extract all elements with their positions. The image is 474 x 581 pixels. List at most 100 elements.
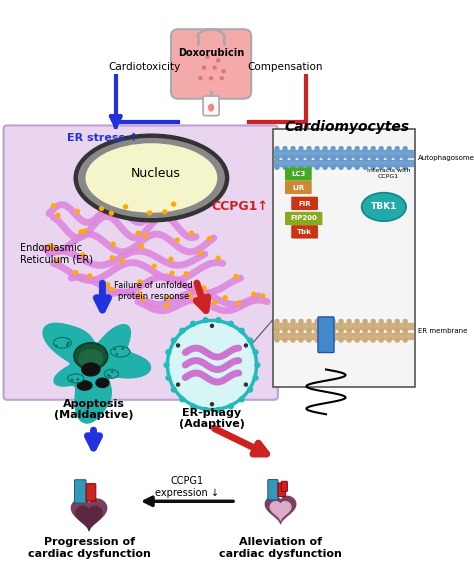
- Circle shape: [244, 382, 248, 387]
- Circle shape: [87, 273, 92, 279]
- Circle shape: [394, 328, 400, 333]
- Circle shape: [167, 321, 256, 410]
- Circle shape: [291, 164, 296, 170]
- FancyBboxPatch shape: [318, 317, 334, 353]
- Circle shape: [386, 156, 392, 161]
- Circle shape: [123, 349, 126, 352]
- Circle shape: [164, 362, 170, 368]
- Circle shape: [346, 164, 352, 170]
- Circle shape: [171, 202, 176, 207]
- Circle shape: [291, 155, 296, 160]
- Text: Failure of unfolded
protein response: Failure of unfolded protein response: [114, 281, 192, 301]
- Circle shape: [274, 338, 280, 343]
- Text: Cardiotoxicity: Cardiotoxicity: [108, 62, 181, 71]
- Circle shape: [363, 164, 368, 170]
- Circle shape: [165, 296, 171, 301]
- Circle shape: [322, 156, 328, 161]
- Circle shape: [298, 146, 304, 151]
- Text: Autophagosome: Autophagosome: [418, 155, 474, 160]
- Circle shape: [338, 146, 344, 151]
- Circle shape: [298, 338, 304, 343]
- Circle shape: [212, 300, 217, 305]
- Ellipse shape: [104, 370, 118, 378]
- Circle shape: [99, 206, 104, 211]
- Circle shape: [283, 319, 288, 324]
- Circle shape: [379, 319, 384, 324]
- Circle shape: [247, 386, 253, 393]
- Circle shape: [215, 317, 221, 323]
- Ellipse shape: [78, 138, 225, 218]
- Text: Tbk: Tbk: [297, 229, 312, 235]
- Circle shape: [112, 372, 115, 375]
- Circle shape: [105, 282, 110, 288]
- Circle shape: [109, 375, 112, 378]
- Circle shape: [283, 328, 288, 334]
- Ellipse shape: [54, 338, 71, 348]
- Polygon shape: [265, 496, 296, 523]
- FancyBboxPatch shape: [203, 96, 219, 116]
- Circle shape: [216, 58, 220, 63]
- Circle shape: [201, 285, 207, 290]
- Circle shape: [202, 407, 209, 413]
- Circle shape: [169, 271, 174, 276]
- Circle shape: [283, 164, 288, 170]
- Circle shape: [274, 155, 280, 160]
- Circle shape: [298, 156, 304, 161]
- Circle shape: [283, 155, 288, 160]
- Ellipse shape: [74, 343, 108, 370]
- Circle shape: [162, 209, 167, 214]
- Circle shape: [402, 328, 408, 334]
- Ellipse shape: [110, 346, 130, 357]
- Circle shape: [238, 328, 245, 334]
- Circle shape: [306, 319, 312, 324]
- Circle shape: [330, 146, 336, 151]
- Text: Nucleus: Nucleus: [131, 167, 181, 180]
- Circle shape: [75, 209, 80, 214]
- Ellipse shape: [85, 144, 217, 213]
- FancyBboxPatch shape: [86, 483, 96, 501]
- Circle shape: [355, 146, 360, 151]
- Text: ER membrane: ER membrane: [418, 328, 467, 334]
- FancyBboxPatch shape: [285, 212, 322, 225]
- Circle shape: [194, 285, 200, 290]
- Polygon shape: [76, 506, 102, 530]
- Circle shape: [386, 319, 392, 324]
- Circle shape: [51, 245, 56, 251]
- Circle shape: [379, 155, 384, 160]
- Circle shape: [216, 256, 221, 261]
- Circle shape: [179, 396, 185, 403]
- Text: Doxorubicin: Doxorubicin: [178, 48, 244, 58]
- Circle shape: [283, 338, 288, 343]
- Circle shape: [274, 164, 280, 170]
- Circle shape: [379, 164, 384, 170]
- Circle shape: [55, 258, 61, 263]
- Circle shape: [283, 146, 288, 151]
- Text: Compensation: Compensation: [247, 62, 323, 71]
- Circle shape: [338, 338, 344, 343]
- Circle shape: [51, 203, 56, 209]
- Circle shape: [82, 228, 87, 234]
- Polygon shape: [43, 323, 151, 423]
- Circle shape: [394, 328, 400, 334]
- Circle shape: [151, 263, 157, 269]
- Circle shape: [306, 328, 312, 333]
- Circle shape: [253, 375, 259, 381]
- Text: CCPG1
expression ↓: CCPG1 expression ↓: [155, 476, 219, 498]
- Circle shape: [394, 156, 400, 161]
- Circle shape: [291, 146, 296, 151]
- Circle shape: [363, 338, 368, 343]
- Circle shape: [63, 344, 66, 346]
- Circle shape: [137, 291, 143, 296]
- Circle shape: [314, 328, 320, 334]
- Circle shape: [298, 155, 304, 160]
- Circle shape: [283, 328, 288, 333]
- FancyBboxPatch shape: [171, 29, 251, 99]
- Ellipse shape: [78, 349, 103, 368]
- Circle shape: [322, 328, 328, 333]
- Circle shape: [236, 300, 241, 306]
- Circle shape: [394, 155, 400, 160]
- Circle shape: [322, 338, 328, 343]
- FancyBboxPatch shape: [278, 483, 286, 497]
- Bar: [273, 129, 415, 388]
- Circle shape: [210, 324, 214, 328]
